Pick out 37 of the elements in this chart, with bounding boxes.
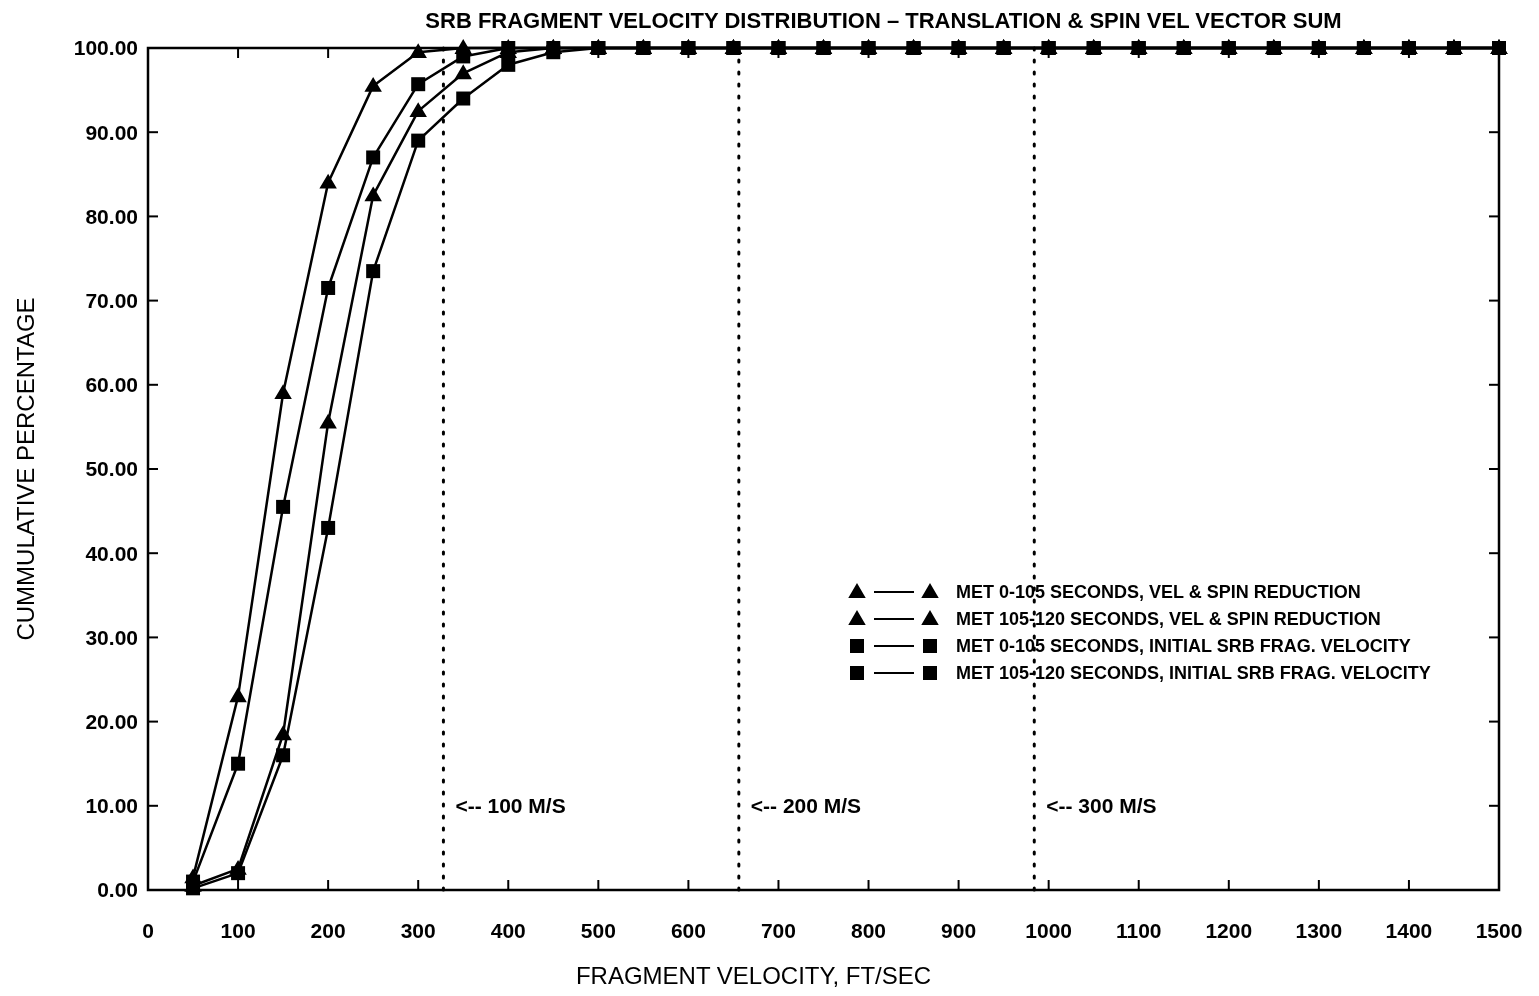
y-tick-label: 70.00 <box>85 288 138 312</box>
x-tick-label: 600 <box>670 919 706 942</box>
y-tick-label: 50.00 <box>85 457 138 481</box>
x-tick-label: 1200 <box>1205 919 1253 942</box>
x-tick-label: 1100 <box>1115 919 1162 942</box>
y-tick-label: 0.00 <box>97 878 138 902</box>
x-tick-label: 100 <box>220 919 256 942</box>
x-tick-label: 500 <box>580 919 616 942</box>
x-tick-label: 900 <box>941 919 977 942</box>
legend-label: MET 0-105 SECONDS, INITIAL SRB FRAG. VELOCITY <box>956 636 1411 657</box>
legend-label: MET 105-120 SECONDS, INITIAL SRB FRAG. VELOCITY <box>956 663 1431 684</box>
x-tick-label: 1500 <box>1475 919 1523 942</box>
legend-label: MET 0-105 SECONDS, VEL & SPIN REDUCTION <box>956 582 1361 603</box>
y-tick-label: 60.00 <box>85 373 138 397</box>
y-tick-label: 30.00 <box>85 625 138 649</box>
x-tick-label: 1300 <box>1295 919 1343 942</box>
y-axis-title: CUMMULATIVE PERCENTAGE <box>12 297 39 641</box>
x-axis-title: FRAGMENT VELOCITY, FT/SEC <box>575 962 932 989</box>
x-tick-label: 0 <box>142 919 154 942</box>
y-tick-label: 20.00 <box>85 709 138 733</box>
y-tick-label: 40.00 <box>85 541 138 565</box>
legend-label: MET 105-120 SECONDS, VEL & SPIN REDUCTION <box>956 609 1381 630</box>
y-tick-label: 90.00 <box>85 120 138 144</box>
chart-title: SRB FRAGMENT VELOCITY DISTRIBUTION – TRANSLATION & SPIN VEL VECTOR SUM <box>425 8 1342 33</box>
y-tick-label: 100.00 <box>73 36 138 60</box>
ref-line-label: <-- 100 M/S <box>455 794 566 818</box>
x-tick-label: 1400 <box>1385 919 1433 942</box>
x-tick-label: 400 <box>490 919 526 942</box>
x-tick-label: 800 <box>851 919 887 942</box>
x-tick-label: 1000 <box>1025 919 1073 942</box>
x-tick-label: 300 <box>400 919 436 942</box>
y-tick-label: 10.00 <box>85 794 138 818</box>
x-tick-label: 200 <box>310 919 346 942</box>
y-tick-label: 80.00 <box>85 204 138 228</box>
x-tick-label: 700 <box>760 919 796 942</box>
ref-line-label: <-- 200 M/S <box>750 794 862 818</box>
ref-line-label: <-- 300 M/S <box>1046 794 1157 818</box>
